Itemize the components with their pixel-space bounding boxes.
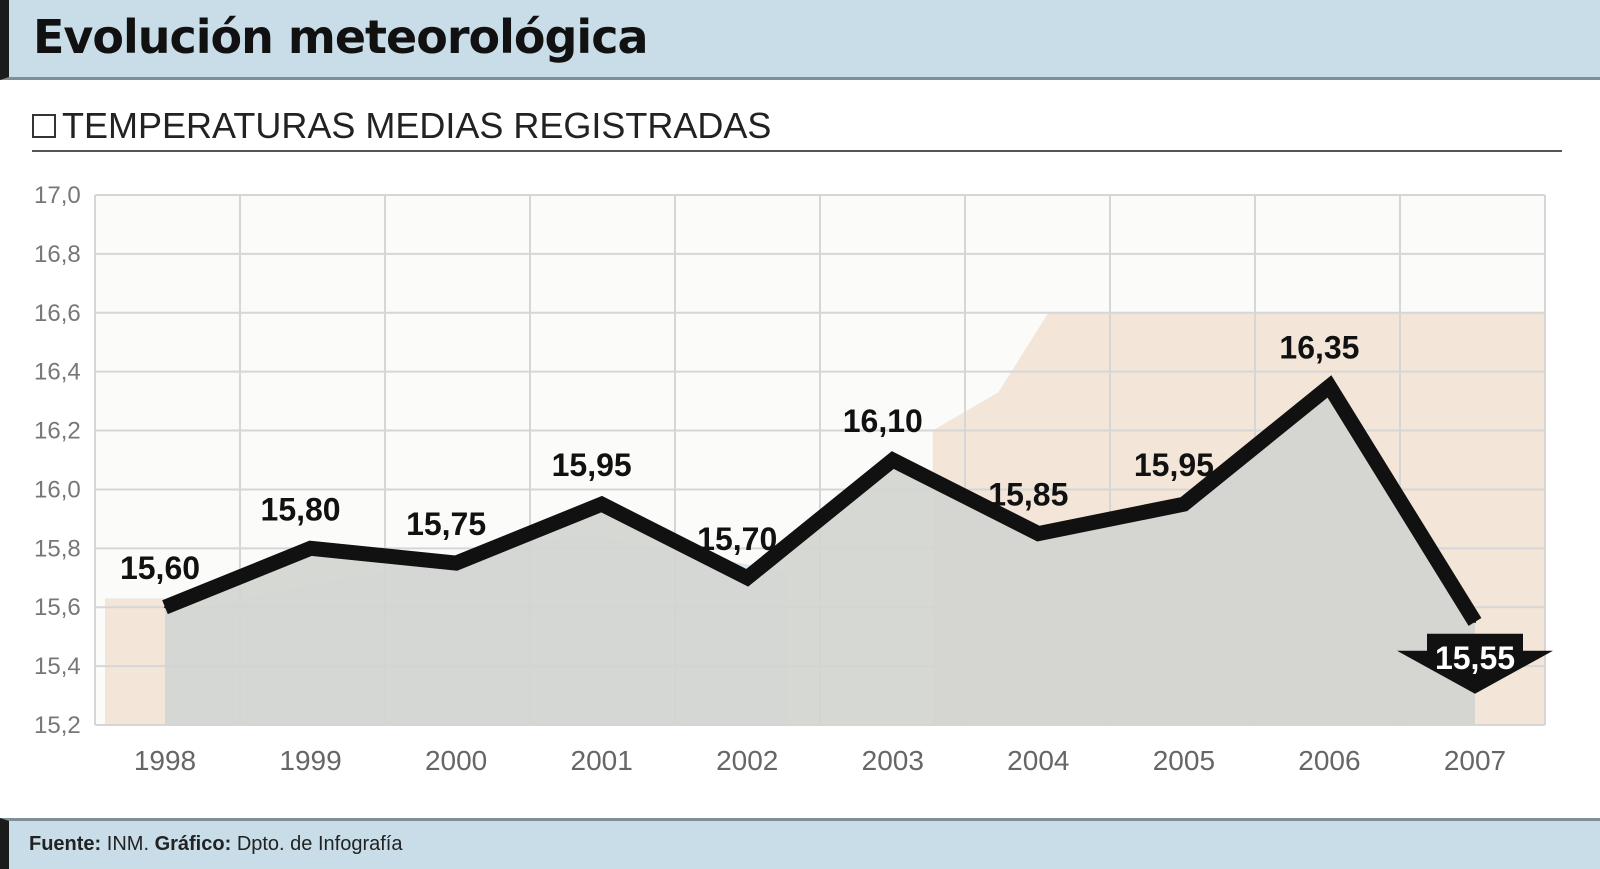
x-tick-label: 2006 [1298,745,1360,776]
area-fill [165,386,1475,725]
source-value: INM. [106,833,149,855]
x-tick-label: 2000 [425,745,487,776]
x-tick-label: 2005 [1153,745,1215,776]
checkbox-icon [32,114,56,138]
data-label: 16,10 [843,403,923,439]
data-point [309,547,312,550]
data-label: 15,80 [261,491,341,527]
x-tick-label: 2004 [1007,745,1069,776]
footer: Fuente: INM. Gráfico: Dpto. de Infografí… [0,818,1600,869]
data-label: 16,35 [1279,329,1359,365]
chart-subtitle: TEMPERATURAS MEDIAS REGISTRADAS [32,105,771,147]
x-tick-label: 2007 [1444,745,1506,776]
y-tick-label: 15,8 [34,535,81,562]
title-bar: Evolución meteorológica [0,0,1600,80]
x-tick-label: 2001 [571,745,633,776]
footer-credits: Fuente: INM. Gráfico: Dpto. de Infografí… [29,833,402,856]
data-point [1328,385,1331,388]
data-label: 15,95 [1134,447,1214,483]
x-axis-ticks: 1998 1999 2000 2001 2002 2003 2004 2005 2006 2007 [134,745,1506,776]
x-tick-label: 2003 [862,745,924,776]
y-tick-label: 16,4 [34,359,81,386]
data-point [891,459,894,461]
data-point [746,576,749,579]
subtitle-divider [32,150,1562,152]
graphics-value: Dpto. de Infografía [236,833,403,855]
y-tick-label: 16,6 [34,300,81,327]
chart-line [162,375,1482,626]
y-tick-label: 15,4 [34,653,81,680]
chart-area [165,386,1475,725]
page-title: Evolución meteorológica [33,10,649,64]
chart-subtitle-text: TEMPERATURAS MEDIAS REGISTRADAS [62,105,772,146]
y-tick-label: 16,2 [34,418,81,445]
y-axis-ticks: 17,0 16,8 16,6 16,4 16,2 16,0 15,8 15,6 15,4 15,2 [34,182,81,739]
data-point [1474,620,1476,623]
y-tick-label: 16,0 [34,476,81,503]
temperature-line-chart: 17,0 16,8 16,6 16,4 16,2 16,0 15,8 15,6 15,4 15,2… [34,182,1553,776]
data-point [1182,503,1185,506]
data-label: 15,70 [697,521,777,557]
data-label: 15,55 [1435,640,1515,676]
x-tick-label: 1999 [279,745,341,776]
data-label: 15,85 [988,477,1068,513]
data-point [164,606,166,609]
y-tick-label: 17,0 [34,182,81,209]
data-point [600,503,603,506]
x-tick-label: 1998 [134,745,196,776]
data-label: 15,75 [406,506,486,542]
data-label: 15,60 [120,550,200,586]
down-arrow-icon [1397,633,1553,694]
data-labels: 15,60 15,80 15,75 15,95 15,70 16,10 15,85 15,95… [120,329,1553,694]
source-label: Fuente: [29,833,102,855]
graphics-label: Gráfico: [154,833,232,855]
background-shape-left [105,598,165,725]
series-line [162,375,1482,626]
y-tick-label: 16,8 [34,241,81,268]
y-tick-label: 15,6 [34,594,81,621]
x-tick-label: 2002 [716,745,778,776]
data-label: 15,95 [552,447,632,483]
data-point [1037,532,1040,535]
data-point [455,562,458,565]
y-tick-label: 15,2 [34,712,81,739]
